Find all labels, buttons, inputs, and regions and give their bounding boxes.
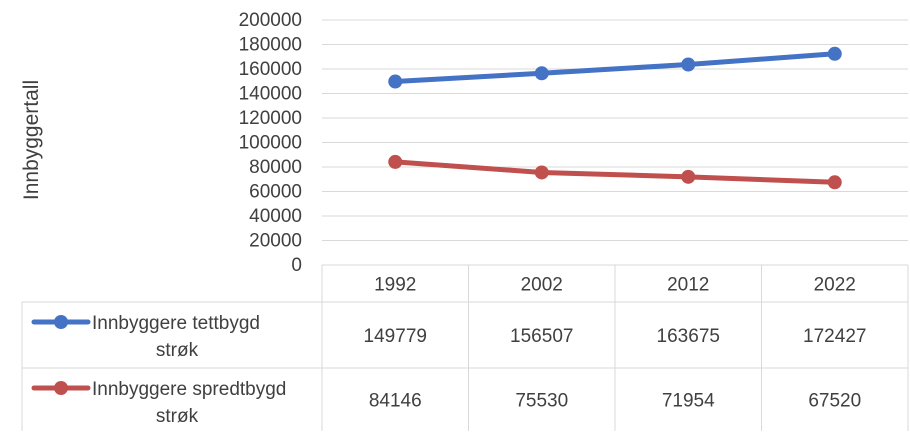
- legend-series-name: Innbyggere tettbygd: [92, 313, 260, 334]
- x-category-label: 2012: [667, 275, 709, 296]
- table-value-cell: 149779: [364, 326, 427, 347]
- table-value-cell: 71954: [662, 391, 715, 412]
- y-tick-label: 120000: [239, 108, 302, 129]
- legend-series-name: Innbyggere spredtbygd: [92, 379, 286, 400]
- legend-marker-key: [54, 381, 68, 395]
- x-category-label: 2002: [521, 275, 563, 296]
- data-point: [534, 66, 549, 81]
- y-tick-label: 160000: [239, 59, 302, 80]
- y-tick-label: 100000: [239, 133, 302, 154]
- series-line: [392, 51, 838, 85]
- data-point: [388, 154, 403, 169]
- legend-series-name-cont: strøk: [156, 340, 199, 361]
- table-value-cell: 163675: [657, 326, 720, 347]
- data-point: [827, 46, 842, 61]
- y-tick-label: 200000: [239, 10, 302, 31]
- series-lines: [388, 46, 842, 190]
- x-category-label: 2022: [814, 275, 856, 296]
- data-table: 1992 2002 2012 2022 Innbyggere tettbygd strøk…: [21, 264, 909, 431]
- y-tick-label: 40000: [249, 206, 302, 227]
- y-tick-label: 80000: [249, 157, 302, 178]
- y-axis-ticks: 0 20000 40000 60000 80000 100000 120000 140000 1…: [239, 10, 302, 276]
- series-line: [392, 159, 838, 185]
- table-value-cell: 156507: [510, 326, 573, 347]
- table-value-cell: 84146: [369, 391, 422, 412]
- table-value-cell: 67520: [808, 391, 861, 412]
- y-tick-label: 180000: [239, 35, 302, 56]
- x-category-label: 1992: [374, 275, 416, 296]
- y-tick-label: 140000: [239, 84, 302, 105]
- data-point: [681, 169, 696, 184]
- gridlines: [322, 19, 908, 241]
- data-point: [534, 165, 549, 180]
- y-tick-label: 60000: [249, 182, 302, 203]
- legend-series-name-cont: strøk: [156, 406, 199, 427]
- data-point: [388, 74, 403, 89]
- table-value-cell: 75530: [515, 391, 568, 412]
- y-tick-label: 0: [291, 255, 302, 276]
- y-axis-label: Innbyggertall: [20, 80, 43, 200]
- data-point: [827, 175, 842, 190]
- y-tick-label: 20000: [249, 231, 302, 252]
- legend-marker-key: [54, 315, 68, 329]
- table-value-cell: 172427: [803, 326, 866, 347]
- data-point: [681, 57, 696, 72]
